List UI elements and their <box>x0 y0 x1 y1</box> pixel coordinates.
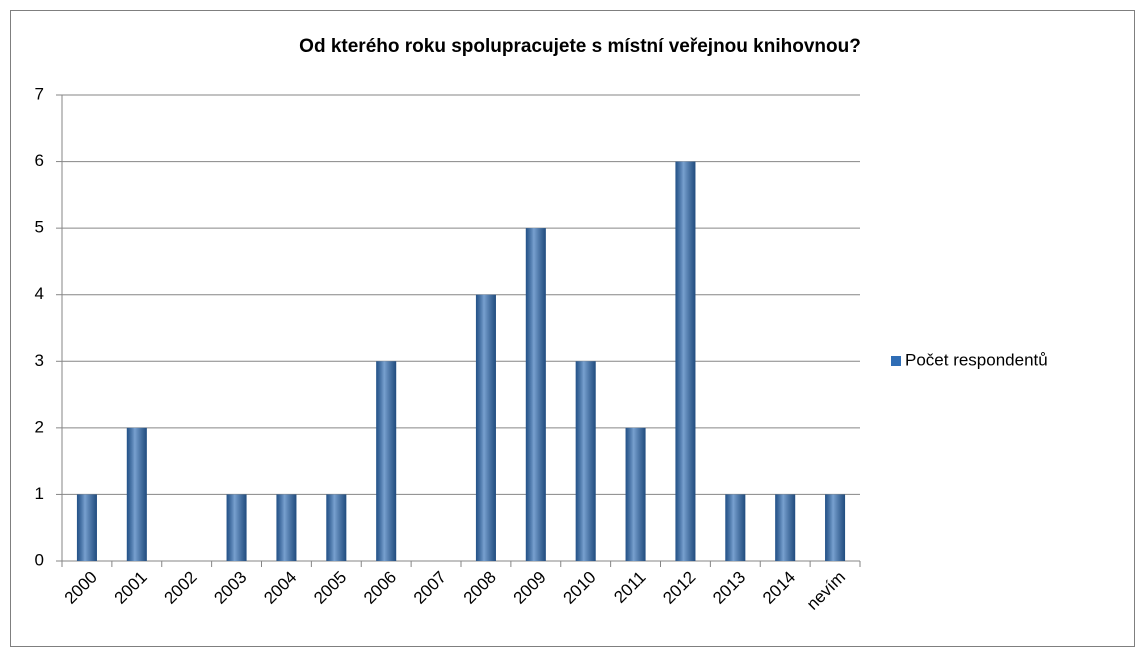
y-tick-label: 3 <box>35 351 44 370</box>
y-tick-label: 4 <box>35 284 44 303</box>
y-tick-label: 0 <box>35 550 44 569</box>
bar-shading <box>525 228 546 561</box>
bar-shading <box>126 427 147 561</box>
chart-border <box>10 10 1135 647</box>
bar-shading <box>575 361 596 561</box>
legend-swatch <box>891 356 901 366</box>
bar-shading <box>376 361 397 561</box>
bar-shading <box>76 494 97 561</box>
bar-shading <box>475 294 496 561</box>
bar-shading <box>276 494 297 561</box>
y-tick-label: 2 <box>35 417 44 436</box>
bar-shading <box>775 494 796 561</box>
chart-title: Od kterého roku spolupracujete s místní … <box>299 36 861 57</box>
bar-shading <box>675 161 696 562</box>
legend-label: Počet respondentů <box>905 350 1048 369</box>
bar-shading <box>625 427 646 561</box>
bar-shading <box>725 494 746 561</box>
y-tick-label: 7 <box>35 84 44 103</box>
bar-shading <box>825 494 846 561</box>
y-tick-label: 1 <box>35 484 44 503</box>
bar-shading <box>226 494 247 561</box>
y-tick-label: 5 <box>35 218 44 237</box>
bar-shading <box>326 494 347 561</box>
y-tick-label: 6 <box>35 151 44 170</box>
